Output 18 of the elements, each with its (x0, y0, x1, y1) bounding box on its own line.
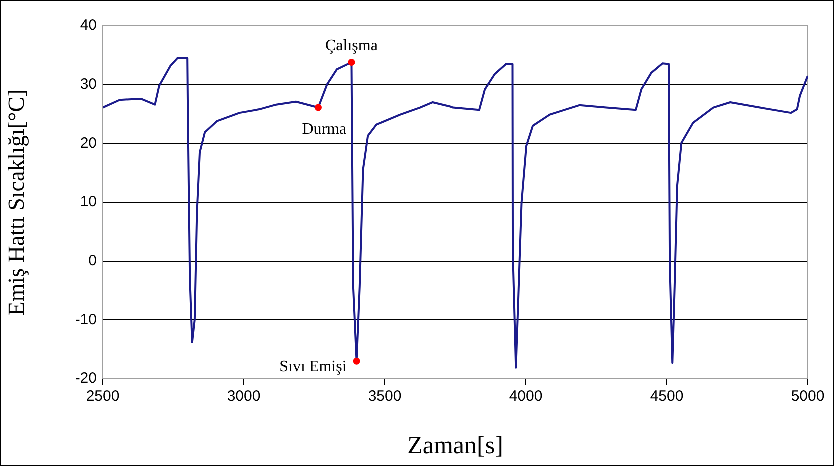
x-tick-label: 3000 (227, 388, 261, 406)
y-tick-label: 0 (88, 252, 97, 270)
x-tick-label: 3500 (368, 388, 402, 406)
annotation: Çalışma (326, 38, 378, 55)
x-tick-label: 4500 (650, 388, 684, 406)
annotation: Sıvı Emişi (280, 358, 348, 376)
y-axis-title: Emiş Hattı Sıcaklığı[°C] (4, 89, 29, 316)
y-tick-label: 10 (80, 194, 97, 211)
x-tick-label: 4000 (509, 388, 543, 406)
y-tick-label: -20 (75, 370, 97, 388)
x-axis-title: Zaman[s] (408, 432, 504, 460)
y-tick-label: 40 (80, 17, 97, 34)
y-tick-label: 20 (80, 134, 97, 152)
x-tick-label: 5000 (791, 388, 825, 406)
x-tick-label: 2500 (86, 388, 120, 406)
y-tick-label: -10 (75, 311, 97, 328)
y-tick-label: 30 (80, 76, 97, 93)
annotation: Durma (302, 120, 347, 138)
